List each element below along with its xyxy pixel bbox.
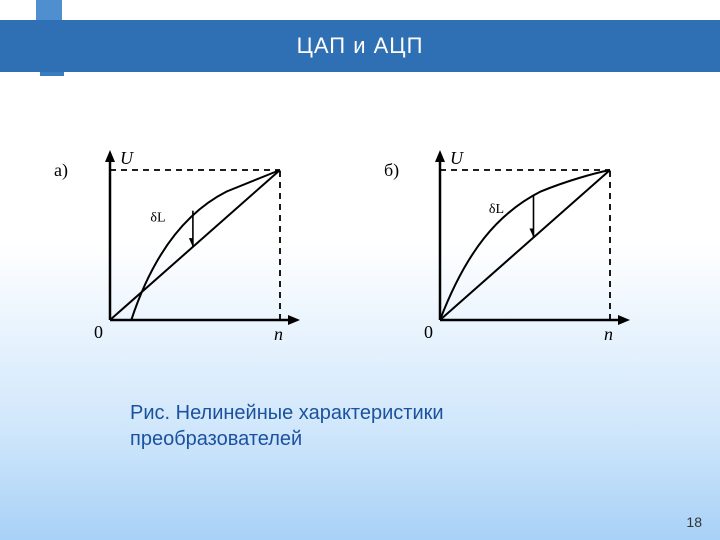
page-number: 18 <box>686 514 702 530</box>
delta-indicator: δL <box>150 210 193 247</box>
x-axis-label: n <box>604 324 613 340</box>
y-axis-label: U <box>120 150 134 168</box>
ideal-line <box>110 170 280 320</box>
x-axis-arrow <box>618 315 630 325</box>
slide-title: ЦАП и АЦП <box>297 33 424 59</box>
y-axis-arrow <box>105 150 115 162</box>
svg-text:δL: δL <box>489 202 504 217</box>
diagram-svg: δL U n 0 <box>80 150 300 340</box>
panel-label: а) <box>54 160 68 181</box>
diagram-svg: δL U n 0 <box>410 150 630 340</box>
y-axis-arrow <box>435 150 445 162</box>
title-bar: ЦАП и АЦП <box>0 20 720 72</box>
svg-text:δL: δL <box>150 210 165 225</box>
y-axis-label: U <box>450 150 464 168</box>
panel-label: б) <box>384 160 399 181</box>
x-axis-arrow <box>288 315 300 325</box>
x-axis-label: n <box>274 324 283 340</box>
diagram-panel-1: б) δL U n 0 <box>410 150 650 350</box>
figure-caption: Рис. Нелинейные характеристики преобразо… <box>130 400 590 452</box>
diagram-panel-0: а) δL U n 0 <box>80 150 320 350</box>
origin-label: 0 <box>94 322 103 340</box>
diagrams-row: а) δL U n 0 б) <box>80 150 660 370</box>
origin-label: 0 <box>424 322 433 340</box>
slide: ЦАП и АЦП а) δL U n 0 б) <box>0 0 720 540</box>
delta-indicator: δL <box>489 196 534 238</box>
nonlinear-curve <box>131 170 280 320</box>
ideal-line <box>440 170 610 320</box>
